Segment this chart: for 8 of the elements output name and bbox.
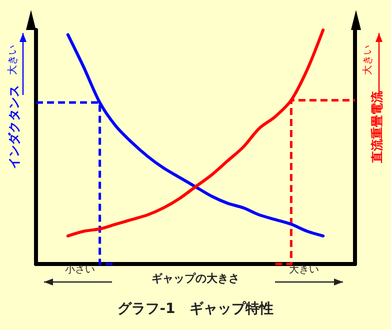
text: 大きい bbox=[289, 264, 319, 276]
x-axis-title: ギャップの大きさ bbox=[152, 272, 240, 285]
text: 小さい bbox=[65, 264, 95, 276]
text: 大きい bbox=[362, 45, 374, 75]
text: 大きい bbox=[6, 45, 18, 75]
text: グラフ-1 ギャップ特性 bbox=[118, 300, 274, 317]
y-axis-title: インダクタンス bbox=[7, 85, 21, 169]
y2-axis-title: 直流重畳電流 bbox=[370, 90, 384, 164]
